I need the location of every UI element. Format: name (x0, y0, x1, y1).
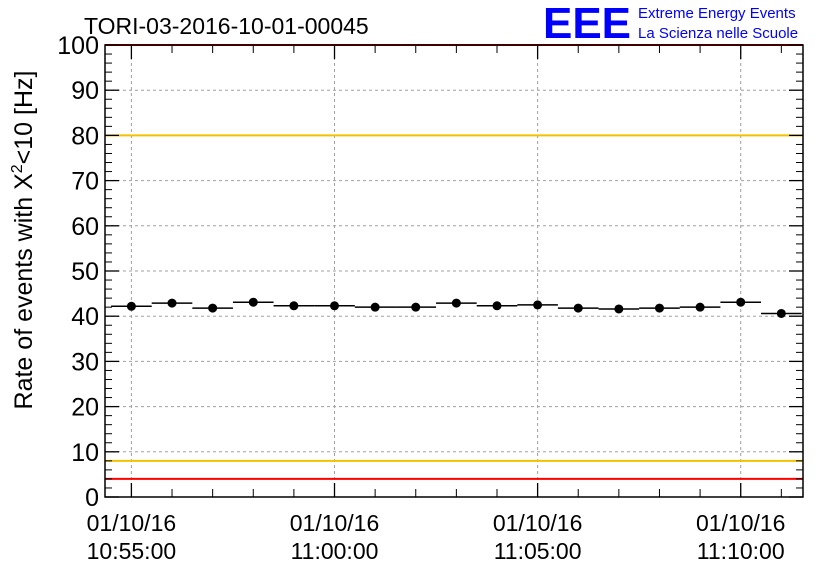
data-point-6 (370, 302, 380, 312)
x-tick-time-3: 11:10:00 (697, 538, 785, 564)
data-point-13 (654, 303, 664, 313)
y-axis-label-superscript: 2 (9, 164, 26, 173)
y-tick-label-70: 70 (71, 168, 99, 196)
data-point-1 (167, 298, 177, 308)
eee-logo: EEE Extreme Energy Events La Scienza nel… (543, 0, 798, 48)
axis-ticks (105, 44, 803, 498)
y-tick-label-100: 100 (57, 32, 99, 60)
tick-labels: 010203040506070809010001/10/1610:55:0001… (57, 32, 785, 564)
y-axis-label-main: Rate of events with X (10, 173, 38, 410)
y-tick-label-60: 60 (71, 213, 99, 241)
chart-title: TORI-03-2016-10-01-00045 (84, 13, 369, 39)
grid (105, 45, 803, 497)
y-tick-label-30: 30 (71, 348, 99, 376)
data-point-4 (289, 301, 299, 311)
y-tick-label-90: 90 (71, 77, 99, 105)
y-axis-label-tail: <10 [Hz] (10, 71, 38, 165)
data-point-15 (736, 297, 746, 307)
y-axis-label: Rate of events with X2<10 [Hz] (9, 71, 38, 410)
data-point-8 (451, 298, 461, 308)
data-point-12 (614, 304, 624, 314)
x-tick-time-1: 11:00:00 (291, 538, 379, 564)
y-tick-label-80: 80 (71, 122, 99, 150)
data-point-11 (573, 303, 583, 313)
data-series (111, 297, 802, 318)
data-point-9 (492, 301, 502, 311)
data-point-0 (126, 301, 136, 311)
data-point-16 (776, 308, 786, 318)
reference-lines (105, 44, 803, 480)
x-tick-time-2: 11:05:00 (494, 538, 582, 564)
logo-line-2: La Scienza nelle Scuole (638, 25, 798, 42)
y-tick-label-0: 0 (85, 484, 99, 512)
x-tick-date-1: 01/10/16 (290, 510, 380, 536)
y-tick-label-10: 10 (71, 439, 99, 467)
logo-letters: EEE (543, 0, 631, 48)
y-tick-label-20: 20 (71, 394, 99, 422)
data-point-3 (248, 297, 258, 307)
x-tick-date-0: 01/10/16 (87, 510, 177, 536)
y-tick-label-50: 50 (71, 258, 99, 286)
data-point-2 (208, 303, 218, 313)
x-tick-date-3: 01/10/16 (696, 510, 786, 536)
data-point-7 (411, 302, 421, 312)
y-tick-label-40: 40 (71, 303, 99, 331)
data-point-14 (695, 302, 705, 312)
x-tick-date-2: 01/10/16 (493, 510, 583, 536)
data-point-5 (330, 301, 340, 311)
x-tick-time-0: 10:55:00 (87, 538, 177, 564)
data-point-10 (533, 300, 543, 310)
logo-line-1: Extreme Energy Events (638, 5, 796, 22)
